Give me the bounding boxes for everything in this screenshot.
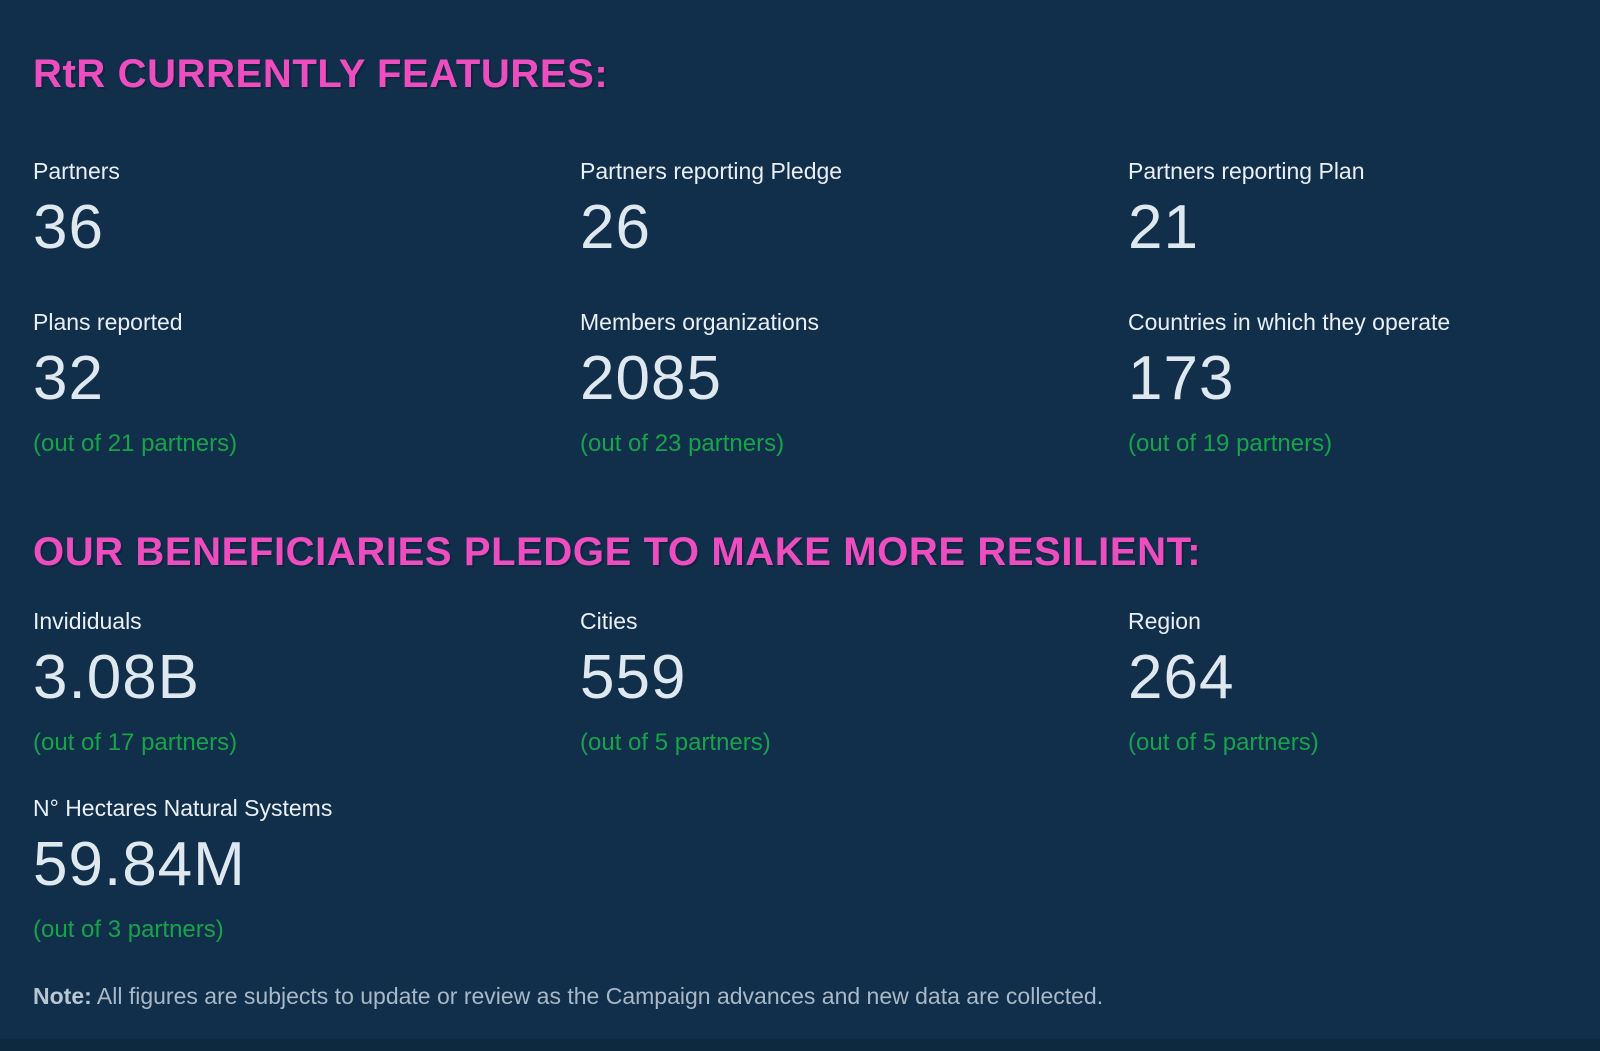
footnote-text: All figures are subjects to update or re…: [91, 983, 1104, 1010]
stat-value: 264: [1128, 643, 1235, 713]
stat-value: 559: [580, 643, 687, 713]
bottom-edge-divider: [0, 1039, 1600, 1051]
stat-partners-note: (out of 5 partners): [1128, 729, 1319, 757]
stat-label: Invididuals: [33, 608, 142, 635]
stat-value: 36: [33, 193, 104, 262]
stat-value: 3.08B: [33, 643, 201, 713]
stat-plans-reported: Plans reported 32 (out of 21 partners): [33, 309, 580, 458]
stat-label: Partners: [33, 158, 120, 184]
footnote: Note: All figures are subjects to update…: [33, 981, 1567, 1011]
stat-value: 32: [33, 344, 104, 414]
stat-cities: Cities 559 (out of 5 partners): [580, 608, 1128, 757]
stats-grid-rtr-features: Partners 36 Partners reporting Pledge 26…: [33, 158, 1567, 458]
section-heading-rtr-features: RtR CURRENTLY FEATURES:: [33, 52, 609, 96]
stat-countries-operate: Countries in which they operate 173 (out…: [1128, 309, 1567, 458]
stat-individuals: Invididuals 3.08B (out of 17 partners): [33, 608, 580, 757]
stat-partners-note: (out of 5 partners): [580, 729, 771, 757]
stat-hectares-natural-systems: N° Hectares Natural Systems 59.84M (out …: [33, 795, 580, 944]
stat-label: Members organizations: [580, 309, 820, 336]
stat-partners: Partners 36: [33, 158, 580, 263]
stat-label: Partners reporting Plan: [1128, 158, 1365, 184]
stat-partners-note: (out of 17 partners): [33, 729, 238, 757]
stat-label: Region: [1128, 608, 1201, 635]
stat-value: 173: [1128, 344, 1235, 414]
stat-partners-note: (out of 19 partners): [1128, 430, 1333, 458]
stat-partners-reporting-plan: Partners reporting Plan 21: [1128, 158, 1567, 263]
stat-partners-note: (out of 23 partners): [580, 430, 785, 458]
stat-label: Countries in which they operate: [1128, 309, 1451, 336]
section-heading-beneficiaries: OUR BENEFICIARIES PLEDGE TO MAKE MORE RE…: [33, 530, 1202, 575]
stat-partners-reporting-pledge: Partners reporting Pledge 26: [580, 158, 1128, 263]
stat-value: 21: [1128, 193, 1199, 262]
stat-value: 26: [580, 193, 651, 262]
stat-label: N° Hectares Natural Systems: [33, 795, 333, 822]
stat-region: Region 264 (out of 5 partners): [1128, 608, 1567, 757]
stat-label: Plans reported: [33, 309, 183, 336]
stat-label: Partners reporting Pledge: [580, 158, 843, 184]
stat-members-organizations: Members organizations 2085 (out of 23 pa…: [580, 309, 1128, 458]
stat-partners-note: (out of 3 partners): [33, 916, 224, 944]
stat-value: 2085: [580, 344, 722, 414]
stat-value: 59.84M: [33, 830, 246, 900]
stat-partners-note: (out of 21 partners): [33, 430, 238, 458]
stats-grid-beneficiaries: Invididuals 3.08B (out of 17 partners) C…: [33, 608, 1567, 944]
stat-label: Cities: [580, 608, 638, 635]
footnote-prefix: Note:: [33, 983, 92, 1010]
